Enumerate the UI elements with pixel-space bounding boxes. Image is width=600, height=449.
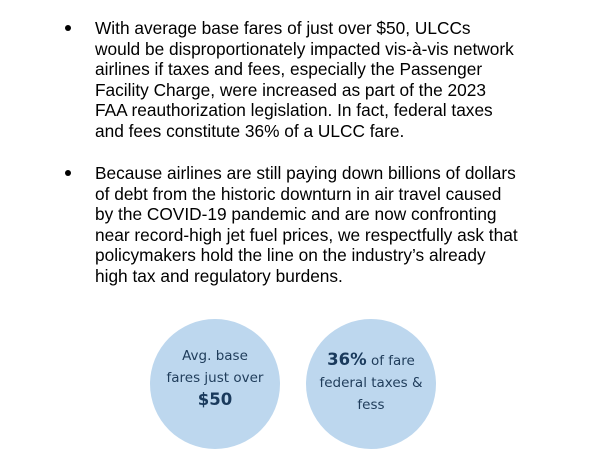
callout-line: federal taxes & <box>319 375 423 391</box>
callout-line: 36% of fare <box>306 349 436 372</box>
bullet-text-line: Because airlines are still paying down b… <box>95 163 516 183</box>
bullet-text-line: Facility Charge, were increased as part … <box>95 79 486 100</box>
bullet-dot-icon <box>65 25 71 31</box>
bullet-text-line: near record-high jet fuel prices, we res… <box>95 224 518 245</box>
bullet-text-line: With average base fares of just over $50… <box>95 18 471 38</box>
callout-text: 36% of fare federal taxes & fess <box>306 349 436 416</box>
bullet-item-ulcc-fares: With average base fares of just over $50… <box>65 18 565 142</box>
callout-circle-tax-share: 36% of fare federal taxes & fess <box>306 319 436 449</box>
callout-text: Avg. base fares just over $50 <box>150 345 280 411</box>
callout-value: 36% <box>327 350 367 369</box>
bullet-text-line: policymakers hold the line on the indust… <box>95 245 486 266</box>
bullet-text-line: airlines if taxes and fees, especially t… <box>95 59 483 80</box>
bullet-dot-icon <box>65 170 71 176</box>
bullet-item-debt-burden: Because airlines are still paying down b… <box>65 163 565 287</box>
bullet-text-line: by the COVID-19 pandemic and are now con… <box>95 204 497 225</box>
callout-line: fares just over <box>166 370 264 386</box>
bullet-text-line: would be disproportionately impacted vis… <box>95 38 514 59</box>
bullet-text-line: high tax and regulatory burdens. <box>95 265 343 286</box>
callout-value: $50 <box>197 390 233 409</box>
callout-line: Avg. base <box>182 348 248 364</box>
callout-suffix: of fare <box>366 353 415 369</box>
bullet-text-line: and fees constitute 36% of a ULCC fare. <box>95 120 405 141</box>
callout-circle-base-fare: Avg. base fares just over $50 <box>150 319 280 449</box>
bullet-text-line: FAA reauthorization legislation. In fact… <box>95 100 493 121</box>
bullet-text-line: of debt from the historic downturn in ai… <box>95 183 502 204</box>
callout-line: fess <box>357 397 385 413</box>
